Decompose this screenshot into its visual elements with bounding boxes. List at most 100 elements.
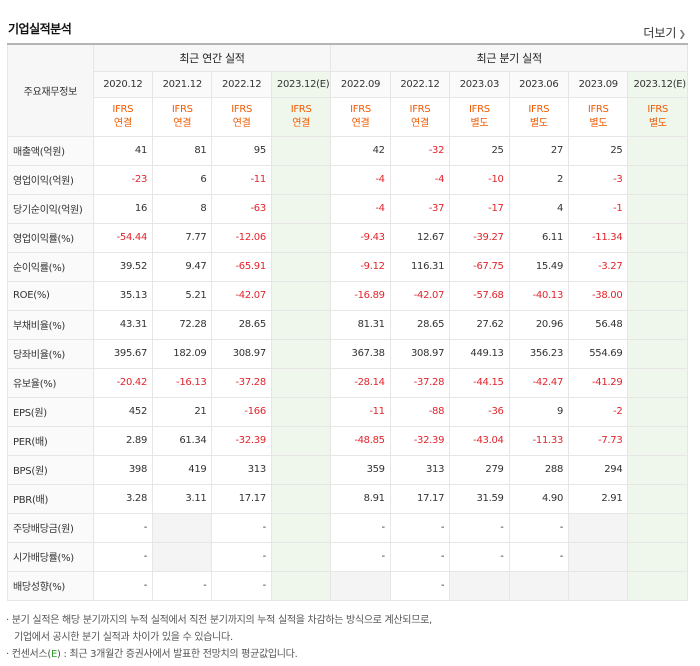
ifrs-header: IFRS 별도 <box>568 96 629 137</box>
period-header: 2023.09 <box>568 70 629 98</box>
table-cell: -44.15 <box>449 367 510 398</box>
footnote-3: · 컨센서스(E) : 최근 3개월간 증권사에서 발표한 전망치의 평균값입니… <box>6 646 432 663</box>
table-cell: -42.47 <box>508 367 570 398</box>
table-cell: -57.68 <box>449 280 510 311</box>
table-cell: 359 <box>330 454 391 485</box>
period-header: 2021.12 <box>152 70 213 98</box>
table-cell: 398 <box>92 454 154 485</box>
table-cell: 2 <box>508 164 570 195</box>
table-cell: 56.48 <box>568 309 629 340</box>
table-row: 영업이익(억원) -23 6 -11 -4 -4 -10 2 -3 <box>7 164 688 195</box>
table-cell: -63 <box>211 193 272 224</box>
table-cell: - <box>508 541 570 572</box>
table-cell: -4 <box>389 164 451 195</box>
table-cell: 3.28 <box>92 483 154 514</box>
table-cell: 367.38 <box>330 338 391 369</box>
period-header: 2022.09 <box>330 70 391 98</box>
table-cell: 16 <box>92 193 154 224</box>
table-cell: 42 <box>330 135 391 166</box>
table-cell <box>270 309 332 340</box>
row-label: BPS(원) <box>7 454 94 485</box>
table-cell: 39.52 <box>92 251 154 282</box>
table-cell <box>270 222 332 253</box>
table-cell <box>627 454 688 485</box>
footnote-3b: ) : 최근 3개월간 증권사에서 발표한 전망치의 평균값입니다. <box>57 649 298 660</box>
ifrs-header: IFRS 별도 <box>449 96 510 137</box>
table-cell: -3.27 <box>568 251 629 282</box>
table-row: 주당배당금(원) - - - - - - <box>7 512 688 543</box>
table-cell: - <box>330 512 391 543</box>
table-row: 당좌비율(%) 395.67 182.09 308.97 367.38 308.97 449… <box>7 338 688 369</box>
table-cell: 308.97 <box>211 338 272 369</box>
row-label: 부채비율(%) <box>7 309 94 340</box>
table-cell: -16.13 <box>152 367 213 398</box>
table-cell: -7.73 <box>568 425 629 456</box>
table-cell <box>270 541 332 572</box>
row-label: 유보율(%) <box>7 367 94 398</box>
table-row: 당기순이익(억원) 16 8 -63 -4 -37 -17 4 -1 <box>7 193 688 224</box>
period-header: 2022.12 <box>211 70 272 98</box>
table-cell: -12.06 <box>211 222 272 253</box>
table-cell: - <box>211 512 272 543</box>
table-cell: 4.90 <box>508 483 570 514</box>
table-cell: 17.17 <box>389 483 451 514</box>
table-cell: -37.28 <box>211 367 272 398</box>
table-cell: 4 <box>508 193 570 224</box>
table-cell: -65.91 <box>211 251 272 282</box>
table-cell: -11.34 <box>568 222 629 253</box>
table-cell <box>449 570 510 601</box>
table-cell <box>627 135 688 166</box>
row-label: 영업이익(억원) <box>7 164 94 195</box>
table-cell: 9.47 <box>152 251 213 282</box>
table-cell: -17 <box>449 193 510 224</box>
table-cell: 9 <box>508 396 570 427</box>
table-cell: 6.11 <box>508 222 570 253</box>
ifrs-header: IFRS 연결 <box>389 96 451 137</box>
table-cell: 313 <box>211 454 272 485</box>
table-cell: 20.96 <box>508 309 570 340</box>
table-cell: - <box>152 570 213 601</box>
table-cell: -3 <box>568 164 629 195</box>
table-cell <box>270 483 332 514</box>
footnote-3e: E <box>50 649 57 660</box>
table-cell: 43.31 <box>92 309 154 340</box>
table-cell: 35.13 <box>92 280 154 311</box>
table-row: 유보율(%) -20.42 -16.13 -37.28 -28.14 -37.28 -44.… <box>7 367 688 398</box>
annual-header: 최근 연간 실적 <box>92 43 332 72</box>
table-cell <box>627 280 688 311</box>
table-cell: -11 <box>211 164 272 195</box>
period-header: 2023.03 <box>449 70 510 98</box>
table-row: BPS(원) 398 419 313 359 313 279 288 294 <box>7 454 688 485</box>
more-link[interactable]: 더보기 ❯ <box>643 24 686 41</box>
quarter-header: 최근 분기 실적 <box>330 43 688 72</box>
ifrs-header: IFRS 연결 <box>152 96 213 137</box>
footnote-3a: · 컨센서스( <box>6 649 51 660</box>
table-cell: - <box>92 512 154 543</box>
period-header: 2020.12 <box>92 70 154 98</box>
table-cell <box>270 280 332 311</box>
table-cell <box>627 193 688 224</box>
table-cell: -40.13 <box>508 280 570 311</box>
table-cell: -36 <box>449 396 510 427</box>
table-cell: -4 <box>330 164 391 195</box>
ifrs-header: IFRS 연결 <box>330 96 391 137</box>
table-cell: 419 <box>152 454 213 485</box>
table-cell: -28.14 <box>330 367 391 398</box>
table-cell: 294 <box>568 454 629 485</box>
table-cell <box>627 541 688 572</box>
table-cell: -4 <box>330 193 391 224</box>
table-cell <box>270 338 332 369</box>
table-cell <box>270 396 332 427</box>
table-cell: 61.34 <box>152 425 213 456</box>
table-cell: -43.04 <box>449 425 510 456</box>
table-cell: 449.13 <box>449 338 510 369</box>
table-cell: 182.09 <box>152 338 213 369</box>
table-cell: -20.42 <box>92 367 154 398</box>
table-row: EPS(원) 452 21 -166 -11 -88 -36 9 -2 <box>7 396 688 427</box>
table-cell <box>270 512 332 543</box>
table-cell: 15.49 <box>508 251 570 282</box>
table-cell <box>627 396 688 427</box>
row-label: ROE(%) <box>7 280 94 311</box>
table-cell <box>270 164 332 195</box>
chevron-right-icon: ❯ <box>678 30 686 40</box>
